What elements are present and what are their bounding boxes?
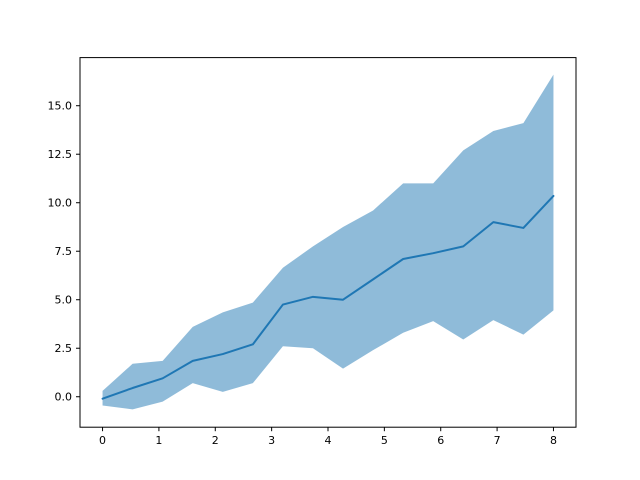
x-tick-label: 0	[99, 434, 106, 447]
x-tick-label: 8	[550, 434, 557, 447]
y-tick-label: 2.5	[55, 342, 73, 355]
x-tick-label: 5	[381, 434, 388, 447]
confidence-band	[102, 74, 554, 410]
y-tick-label: 0.0	[55, 391, 73, 404]
x-tick-label: 1	[155, 434, 162, 447]
y-tick-label: 15.0	[48, 100, 73, 113]
x-tick-label: 4	[325, 434, 332, 447]
x-tick-label: 6	[437, 434, 444, 447]
mean-line	[101, 194, 555, 400]
x-tick-label: 7	[494, 434, 501, 447]
y-tick-label: 12.5	[48, 148, 73, 161]
y-tick-label: 7.5	[55, 245, 73, 258]
y-tick-label: 10.0	[48, 197, 73, 210]
x-tick-label: 2	[212, 434, 219, 447]
x-tick-label: 3	[268, 434, 275, 447]
y-tick-label: 5.0	[55, 294, 73, 307]
